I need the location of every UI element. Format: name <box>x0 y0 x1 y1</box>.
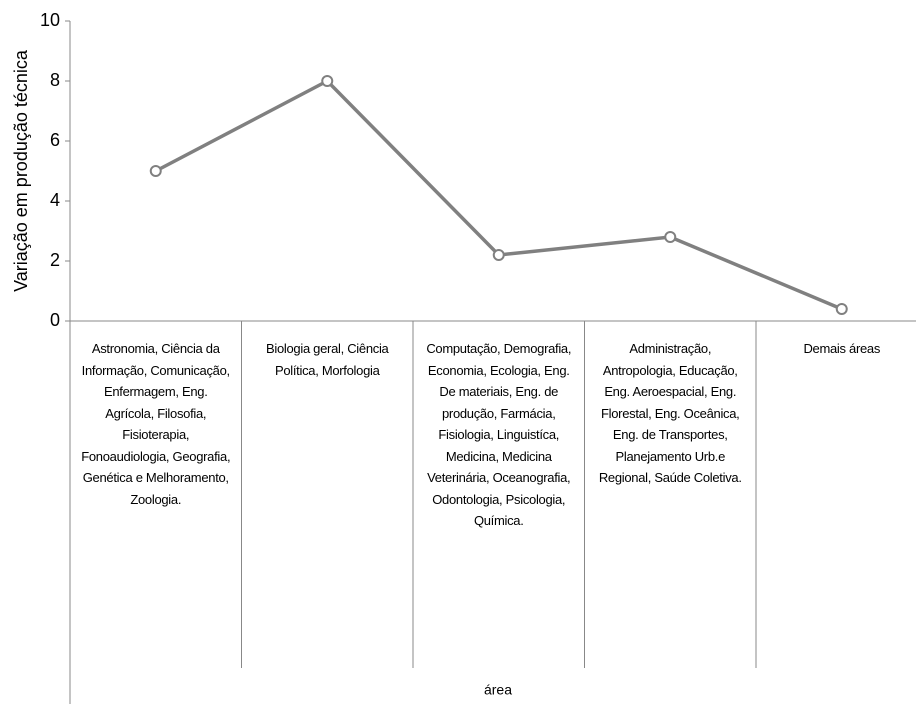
x-tick-label: Administração, Antropologia, Educação, E… <box>598 341 742 485</box>
marker <box>321 75 334 87</box>
x-tick-label: Computação, Demografia, Economia, Ecolog… <box>426 341 572 528</box>
y-tick-label: 10 <box>40 10 60 30</box>
x-axis-title: área <box>484 682 512 698</box>
y-tick-label: 4 <box>50 190 60 210</box>
y-tick-label: 2 <box>50 250 60 270</box>
marker <box>492 249 505 261</box>
x-tick-label: Demais áreas <box>803 341 881 356</box>
marker <box>835 303 848 315</box>
y-tick-label: 0 <box>50 310 60 330</box>
y-tick-label: 6 <box>50 130 60 150</box>
x-tick-label: Biologia geral, Ciência Política, Morfol… <box>266 341 389 378</box>
y-axis-title: Variação em produção técnica <box>11 49 31 292</box>
line <box>154 78 843 311</box>
marker <box>664 231 677 243</box>
marker <box>149 165 162 177</box>
y-tick-label: 8 <box>50 70 60 90</box>
x-tick-label: Astronomia, Ciência da Informação, Comun… <box>81 341 231 507</box>
